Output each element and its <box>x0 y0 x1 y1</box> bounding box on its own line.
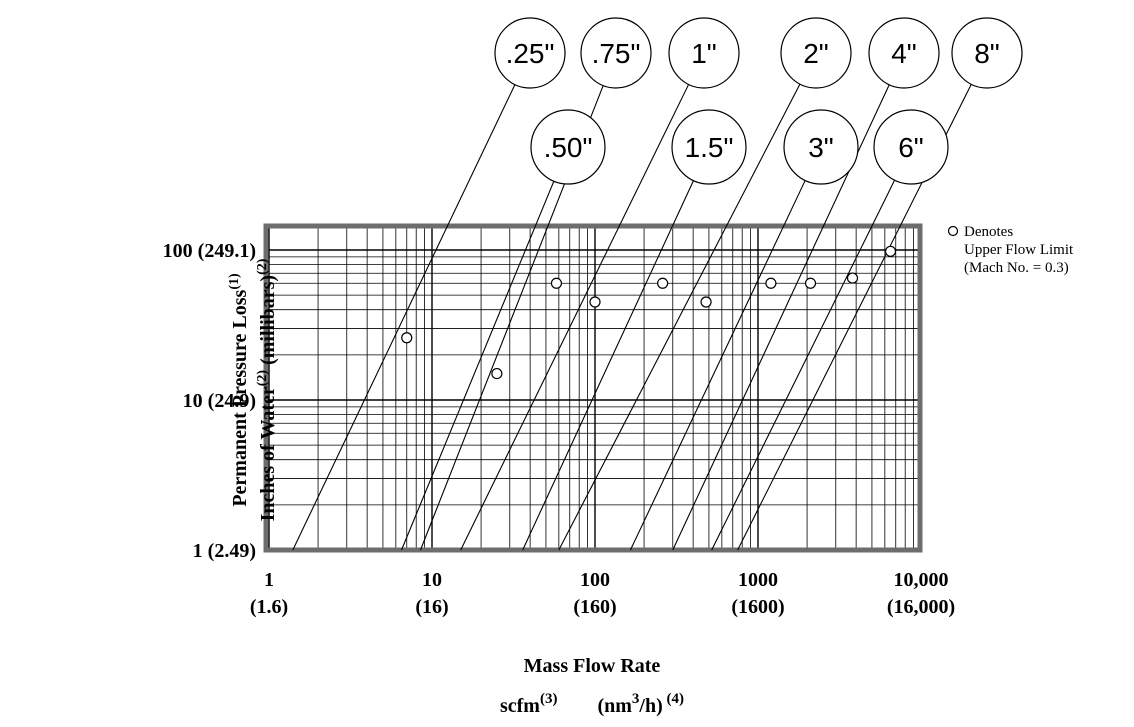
pipe-size-label: 1" <box>691 38 717 69</box>
flow-limit-marker <box>491 367 503 380</box>
y-tick-label: 100 (249.1) <box>163 240 256 262</box>
legend-marker-circle <box>947 225 959 237</box>
pipe-size-label: 3" <box>808 132 834 163</box>
plot-frame <box>263 223 923 553</box>
y-tick-label: 10 (24.9) <box>183 390 256 412</box>
flow-limit-marker <box>550 277 563 289</box>
pipe-size-label: .50" <box>544 132 593 163</box>
legend: Denotes Upper Flow Limit (Mach No. = 0.3… <box>947 224 1074 276</box>
pipe-size-bubble <box>868 17 940 89</box>
flow-limit-marker <box>700 296 712 308</box>
x-tick-sublabel: (16) <box>415 596 448 618</box>
flow-limit-marker <box>804 277 817 289</box>
y-axis-label-line2: Inches of Water(2) (millibars)(2) <box>255 258 279 521</box>
pipe-size-bubble <box>951 17 1023 89</box>
legend-line3: (Mach No. = 0.3) <box>964 260 1069 276</box>
pipe-size-bubble <box>580 17 652 89</box>
pipe-size-label: .25" <box>506 38 555 69</box>
x-tick-label: 100 <box>580 569 610 591</box>
pipe-size-label: 4" <box>891 38 917 69</box>
flow-line <box>711 179 896 551</box>
x-tick-label: 1000 <box>738 569 778 591</box>
pipe-size-label: 1.5" <box>685 132 734 163</box>
pipe-size-bubble <box>530 109 606 185</box>
pipe-size-bubble <box>780 17 852 89</box>
x-axis-units: scfm(3) (nm3/h) (4) <box>500 691 684 717</box>
pipe-size-label: 2" <box>803 38 829 69</box>
flow-lines <box>292 83 972 551</box>
pipe-size-bubble <box>668 17 740 89</box>
x-tick-label: 1 <box>264 569 274 591</box>
pipe-size-bubble <box>671 109 747 185</box>
flow-line <box>629 180 806 551</box>
pipe-size-bubble <box>783 109 859 185</box>
pipe-size-labels: .25" .50" .75" 1" 1.5" 2" 3" 4" 6" 8" <box>494 17 1023 185</box>
grid-lines <box>266 226 920 551</box>
flow-limit-marker <box>884 245 897 257</box>
legend-line1: Denotes <box>964 224 1013 240</box>
pipe-size-label: 6" <box>898 132 924 163</box>
flow-line <box>400 180 555 551</box>
x-tick-sublabel: (1.6) <box>250 596 288 618</box>
x-tick-sublabel: (160) <box>573 596 616 618</box>
flow-line <box>522 180 694 551</box>
legend-line2: Upper Flow Limit <box>964 242 1074 258</box>
flow-limit-marker <box>765 277 777 289</box>
flow-line <box>558 83 801 551</box>
pipe-size-label: 8" <box>974 38 1000 69</box>
pipe-size-label: .75" <box>592 38 641 69</box>
y-tick-labels: 1 (2.49) 10 (24.9) 100 (249.1) <box>163 240 256 562</box>
x-tick-labels: 1 (1.6) 10 (16) 100 (160) 1000 (1600) 10,000 (16,… <box>250 569 955 618</box>
x-tick-sublabel: (1600) <box>731 596 784 618</box>
pipe-size-bubble <box>873 109 949 185</box>
flow-limit-marker <box>401 332 413 344</box>
flow-limit-markers <box>401 245 897 380</box>
pipe-size-bubble <box>494 17 566 89</box>
flow-line <box>460 84 690 551</box>
flow-limit-marker <box>846 272 859 284</box>
flow-limit-marker <box>657 277 669 289</box>
x-tick-label: 10,000 <box>894 569 949 591</box>
flow-limit-marker <box>589 296 601 308</box>
x-tick-sublabel: (16,000) <box>887 596 955 618</box>
x-axis-label: Mass Flow Rate <box>524 655 661 677</box>
y-axis-label-line1: Permanent Pressure Loss(1) <box>227 273 251 507</box>
x-tick-label: 10 <box>422 569 442 591</box>
flow-line <box>292 84 516 551</box>
y-tick-label: 1 (2.49) <box>193 540 256 562</box>
